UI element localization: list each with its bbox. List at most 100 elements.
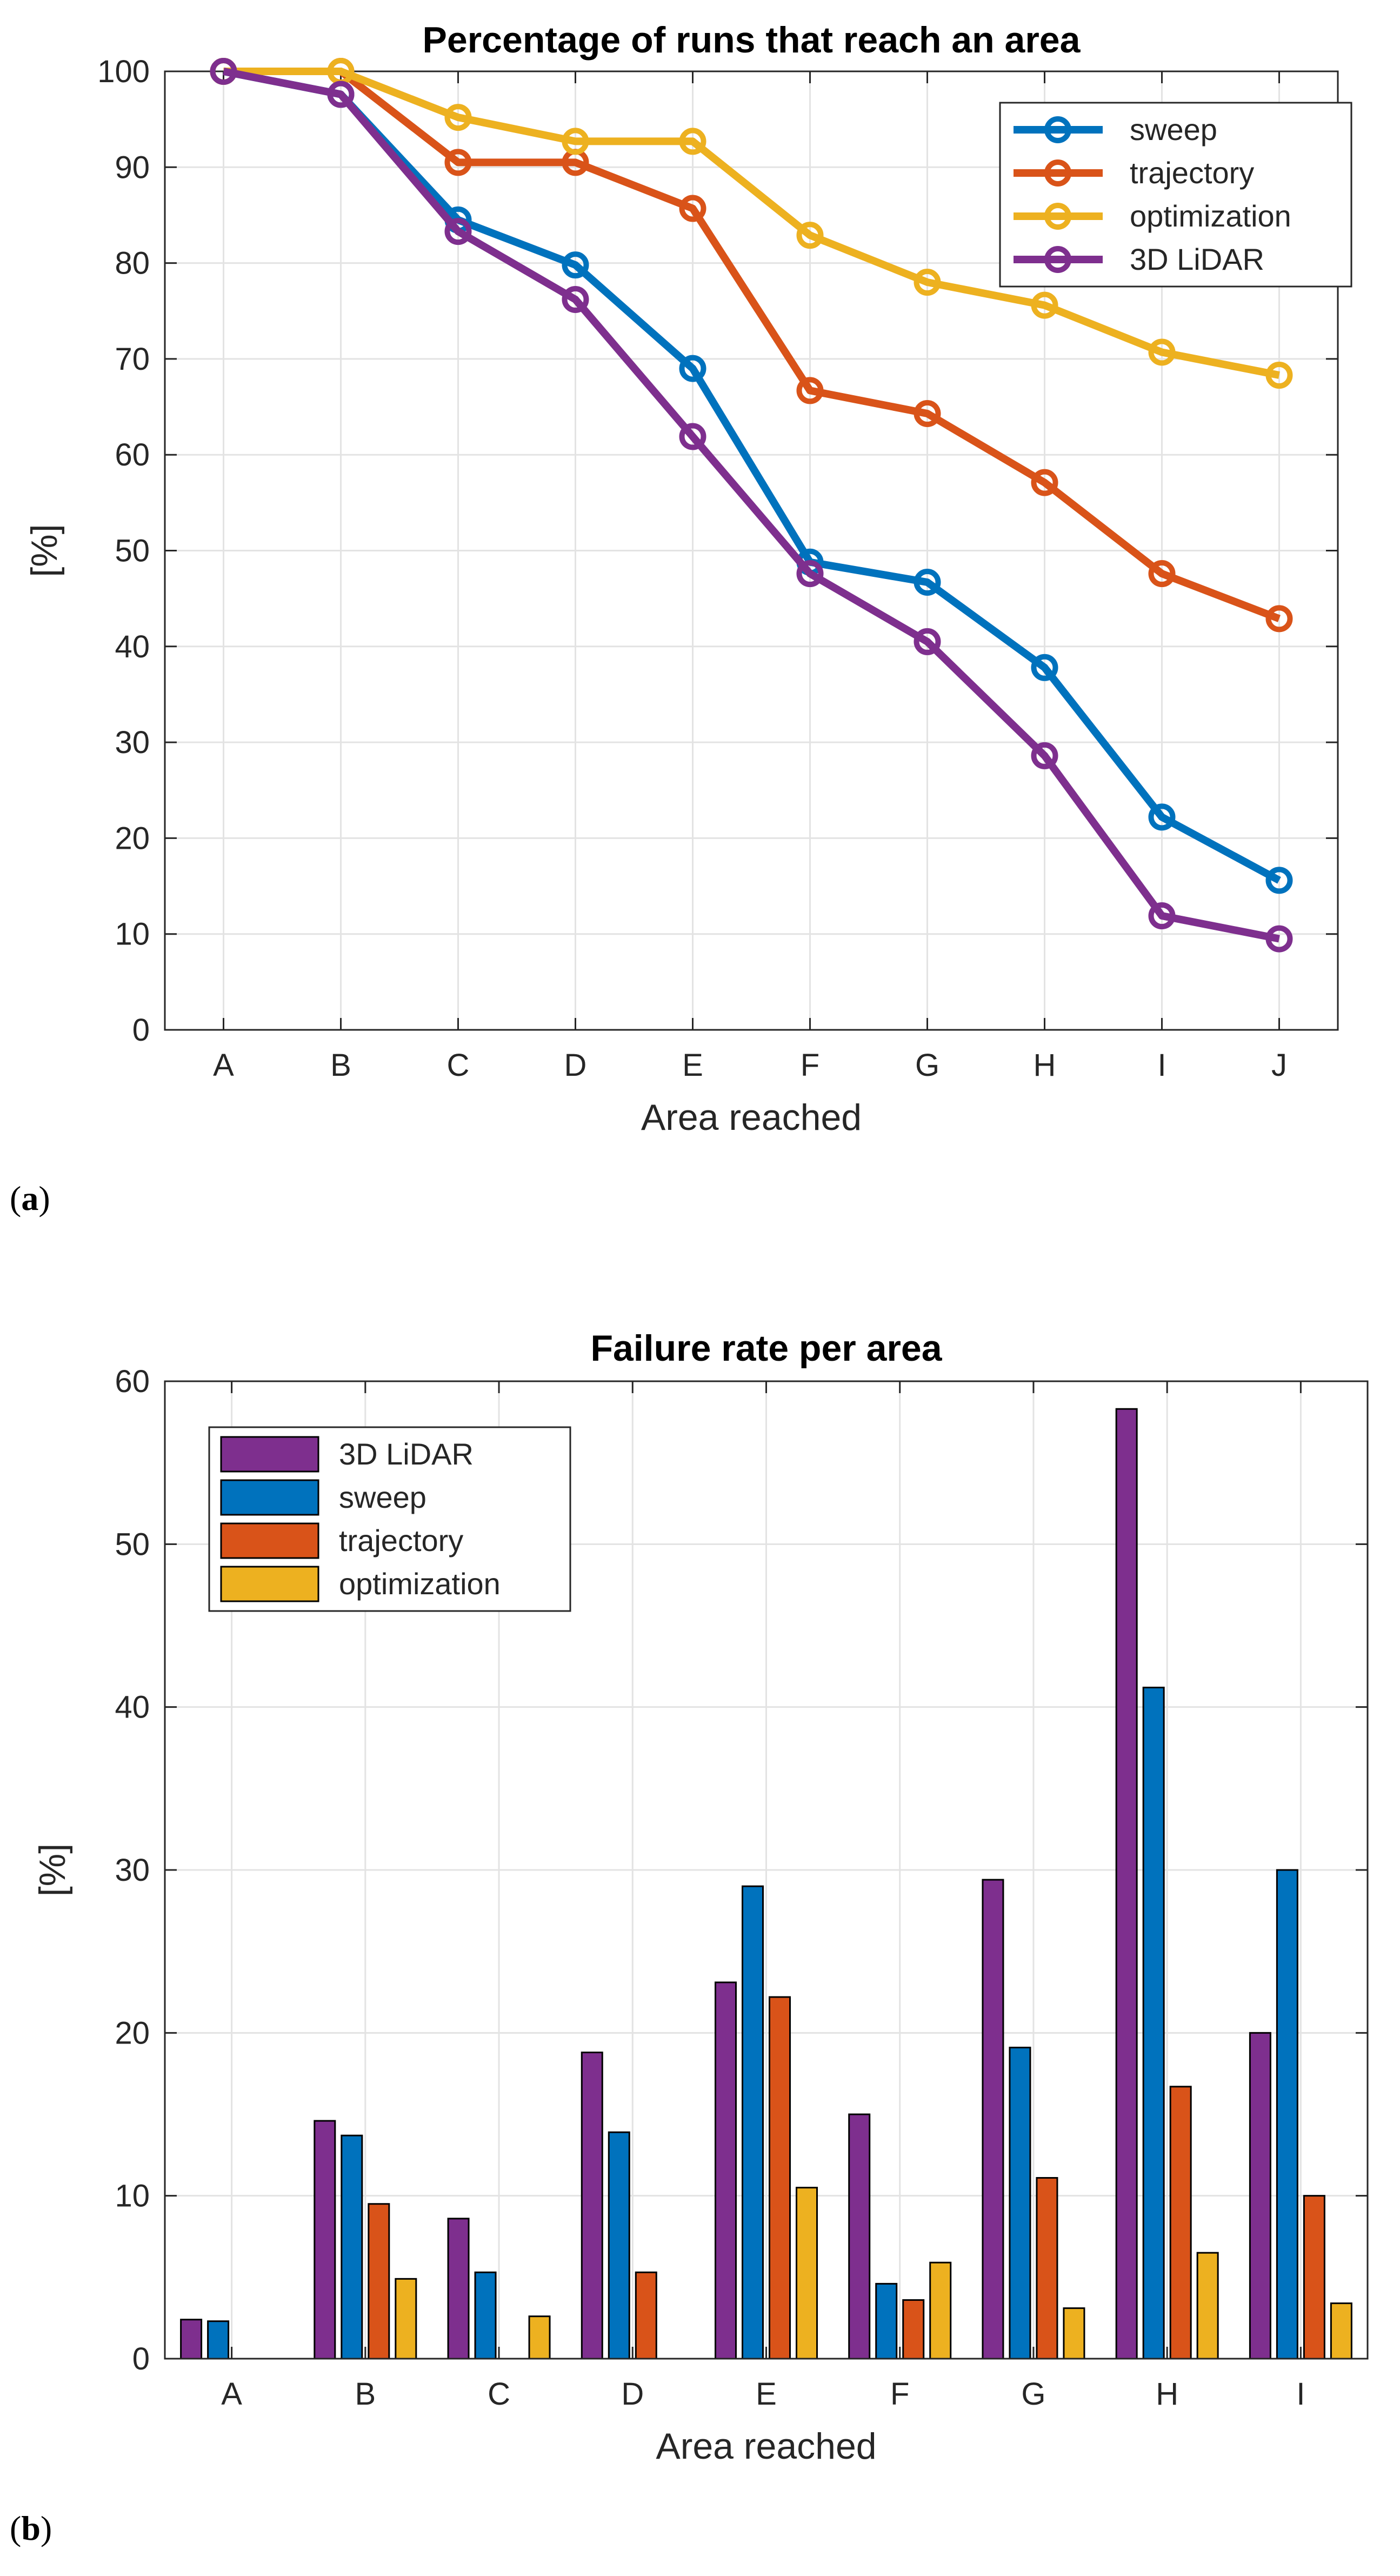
x-tick-label: I [1296,2377,1305,2412]
x-tick-label: G [1021,2377,1045,2412]
data-point [444,218,472,245]
x-axis-label: Area reached [656,2426,876,2467]
bar [395,2278,417,2360]
y-tick-label: 20 [115,821,150,856]
bar [341,2134,363,2360]
legend-label: optimization [339,1567,501,1601]
chart-title: Failure rate per area [590,1328,942,1369]
legend-label: trajectory [1130,156,1254,190]
subfigure-label-b: (b) [10,2509,52,2547]
y-axis-label: [%] [24,524,65,577]
x-tick-label: C [447,1048,470,1083]
y-tick-label: 20 [115,2015,150,2051]
x-tick-label: D [564,1048,587,1083]
data-point [562,251,589,279]
series-line [223,68,1280,943]
legend-label: sweep [1130,112,1217,147]
x-tick-label: E [756,2377,777,2412]
legend-swatch [220,1522,319,1559]
bar [474,2271,497,2360]
bar [742,1885,764,2360]
bar [1330,2302,1352,2360]
x-tick-label: A [213,1048,234,1083]
y-tick-label: 10 [115,917,150,952]
y-tick-label: 0 [132,1013,150,1048]
x-tick-label: I [1157,1048,1166,1083]
legend-swatch [220,1436,319,1473]
data-point [1031,291,1058,319]
data-point [679,128,706,155]
bar [635,2271,657,2360]
bar [982,1879,1004,2360]
legend-label: 3D LiDAR [1130,242,1264,276]
series-line [223,68,1280,379]
data-point [914,400,941,427]
legend-marker [1044,246,1071,273]
bar [447,2218,470,2360]
y-tick-label: 60 [115,1364,150,1399]
x-tick-label: F [890,2377,909,2412]
y-tick-label: 0 [132,2341,150,2377]
data-point [1148,338,1176,366]
data-point [1031,469,1058,496]
y-tick-label: 40 [115,1690,150,1725]
bar [929,2261,952,2360]
y-tick-label: 30 [115,1853,150,1888]
bar [1169,2086,1192,2360]
x-tick-label: D [621,2377,644,2412]
data-point [444,104,472,131]
data-point [210,58,237,85]
legend-label: optimization [1130,199,1291,233]
legend-marker [1044,159,1071,187]
x-tick-label: J [1271,1048,1287,1083]
data-point [1148,560,1176,588]
data-point [796,560,824,588]
data-point [914,569,941,596]
y-tick-label: 30 [115,725,150,760]
bar-chart: 0 10 20 30 40 50 60 A B C D E F G H I Failure rate per a… [32,1328,1369,2467]
x-tick-label: H [1156,2377,1178,2412]
data-point [327,81,355,108]
bar [1115,1408,1138,2360]
legend-label: 3D LiDAR [339,1437,474,1471]
bar [368,2203,390,2360]
y-tick-label: 40 [115,629,150,664]
bar [314,2120,336,2360]
x-tick-label: B [355,2377,376,2412]
y-tick-label: 50 [115,534,150,569]
bar [715,1981,737,2360]
y-axis-label: [%] [32,1843,73,1896]
chart-title: Percentage of runs that reach an area [423,19,1081,61]
bar [769,1996,791,2360]
x-tick-label: H [1034,1048,1056,1083]
y-tick-label: 100 [97,54,150,89]
data-point [562,128,589,155]
bar [207,2320,230,2360]
data-point [1031,654,1058,681]
data-point [1148,902,1176,930]
x-tick-label: G [915,1048,939,1083]
y-tick-label: 70 [115,342,150,377]
y-tick-label: 60 [115,437,150,472]
legend-marker [1044,203,1071,230]
bar [1276,1869,1298,2360]
legend-swatch [220,1479,319,1516]
line-chart: 0 10 20 30 40 50 60 70 80 90 100 A B C D E F G H I J Percenta… [24,19,1352,1138]
data-point [562,285,589,313]
data-point [1265,925,1293,953]
x-tick-label: F [801,1048,819,1083]
data-point [796,377,824,404]
x-tick-label: E [682,1048,703,1083]
legend-swatch [220,1566,319,1602]
data-point [444,149,472,176]
data-point [914,628,941,655]
y-tick-label: 80 [115,246,150,281]
bar [848,2113,871,2360]
x-tick-label: C [488,2377,510,2412]
x-tick-label: B [330,1048,351,1083]
y-tick-label: 90 [115,150,150,185]
bar [1142,1687,1165,2360]
x-axis-label: Area reached [641,1097,862,1138]
data-point [679,423,706,450]
